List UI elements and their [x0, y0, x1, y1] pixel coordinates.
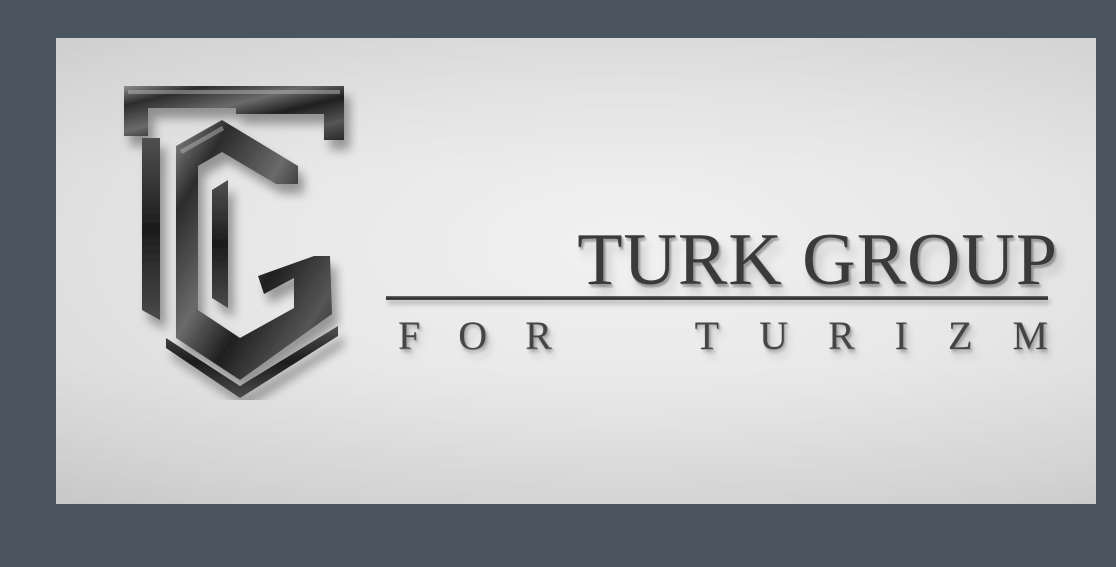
divider-rule — [386, 296, 1048, 300]
brand-name: TURK GROUP — [577, 219, 1058, 301]
tg-monogram-icon — [124, 86, 344, 398]
